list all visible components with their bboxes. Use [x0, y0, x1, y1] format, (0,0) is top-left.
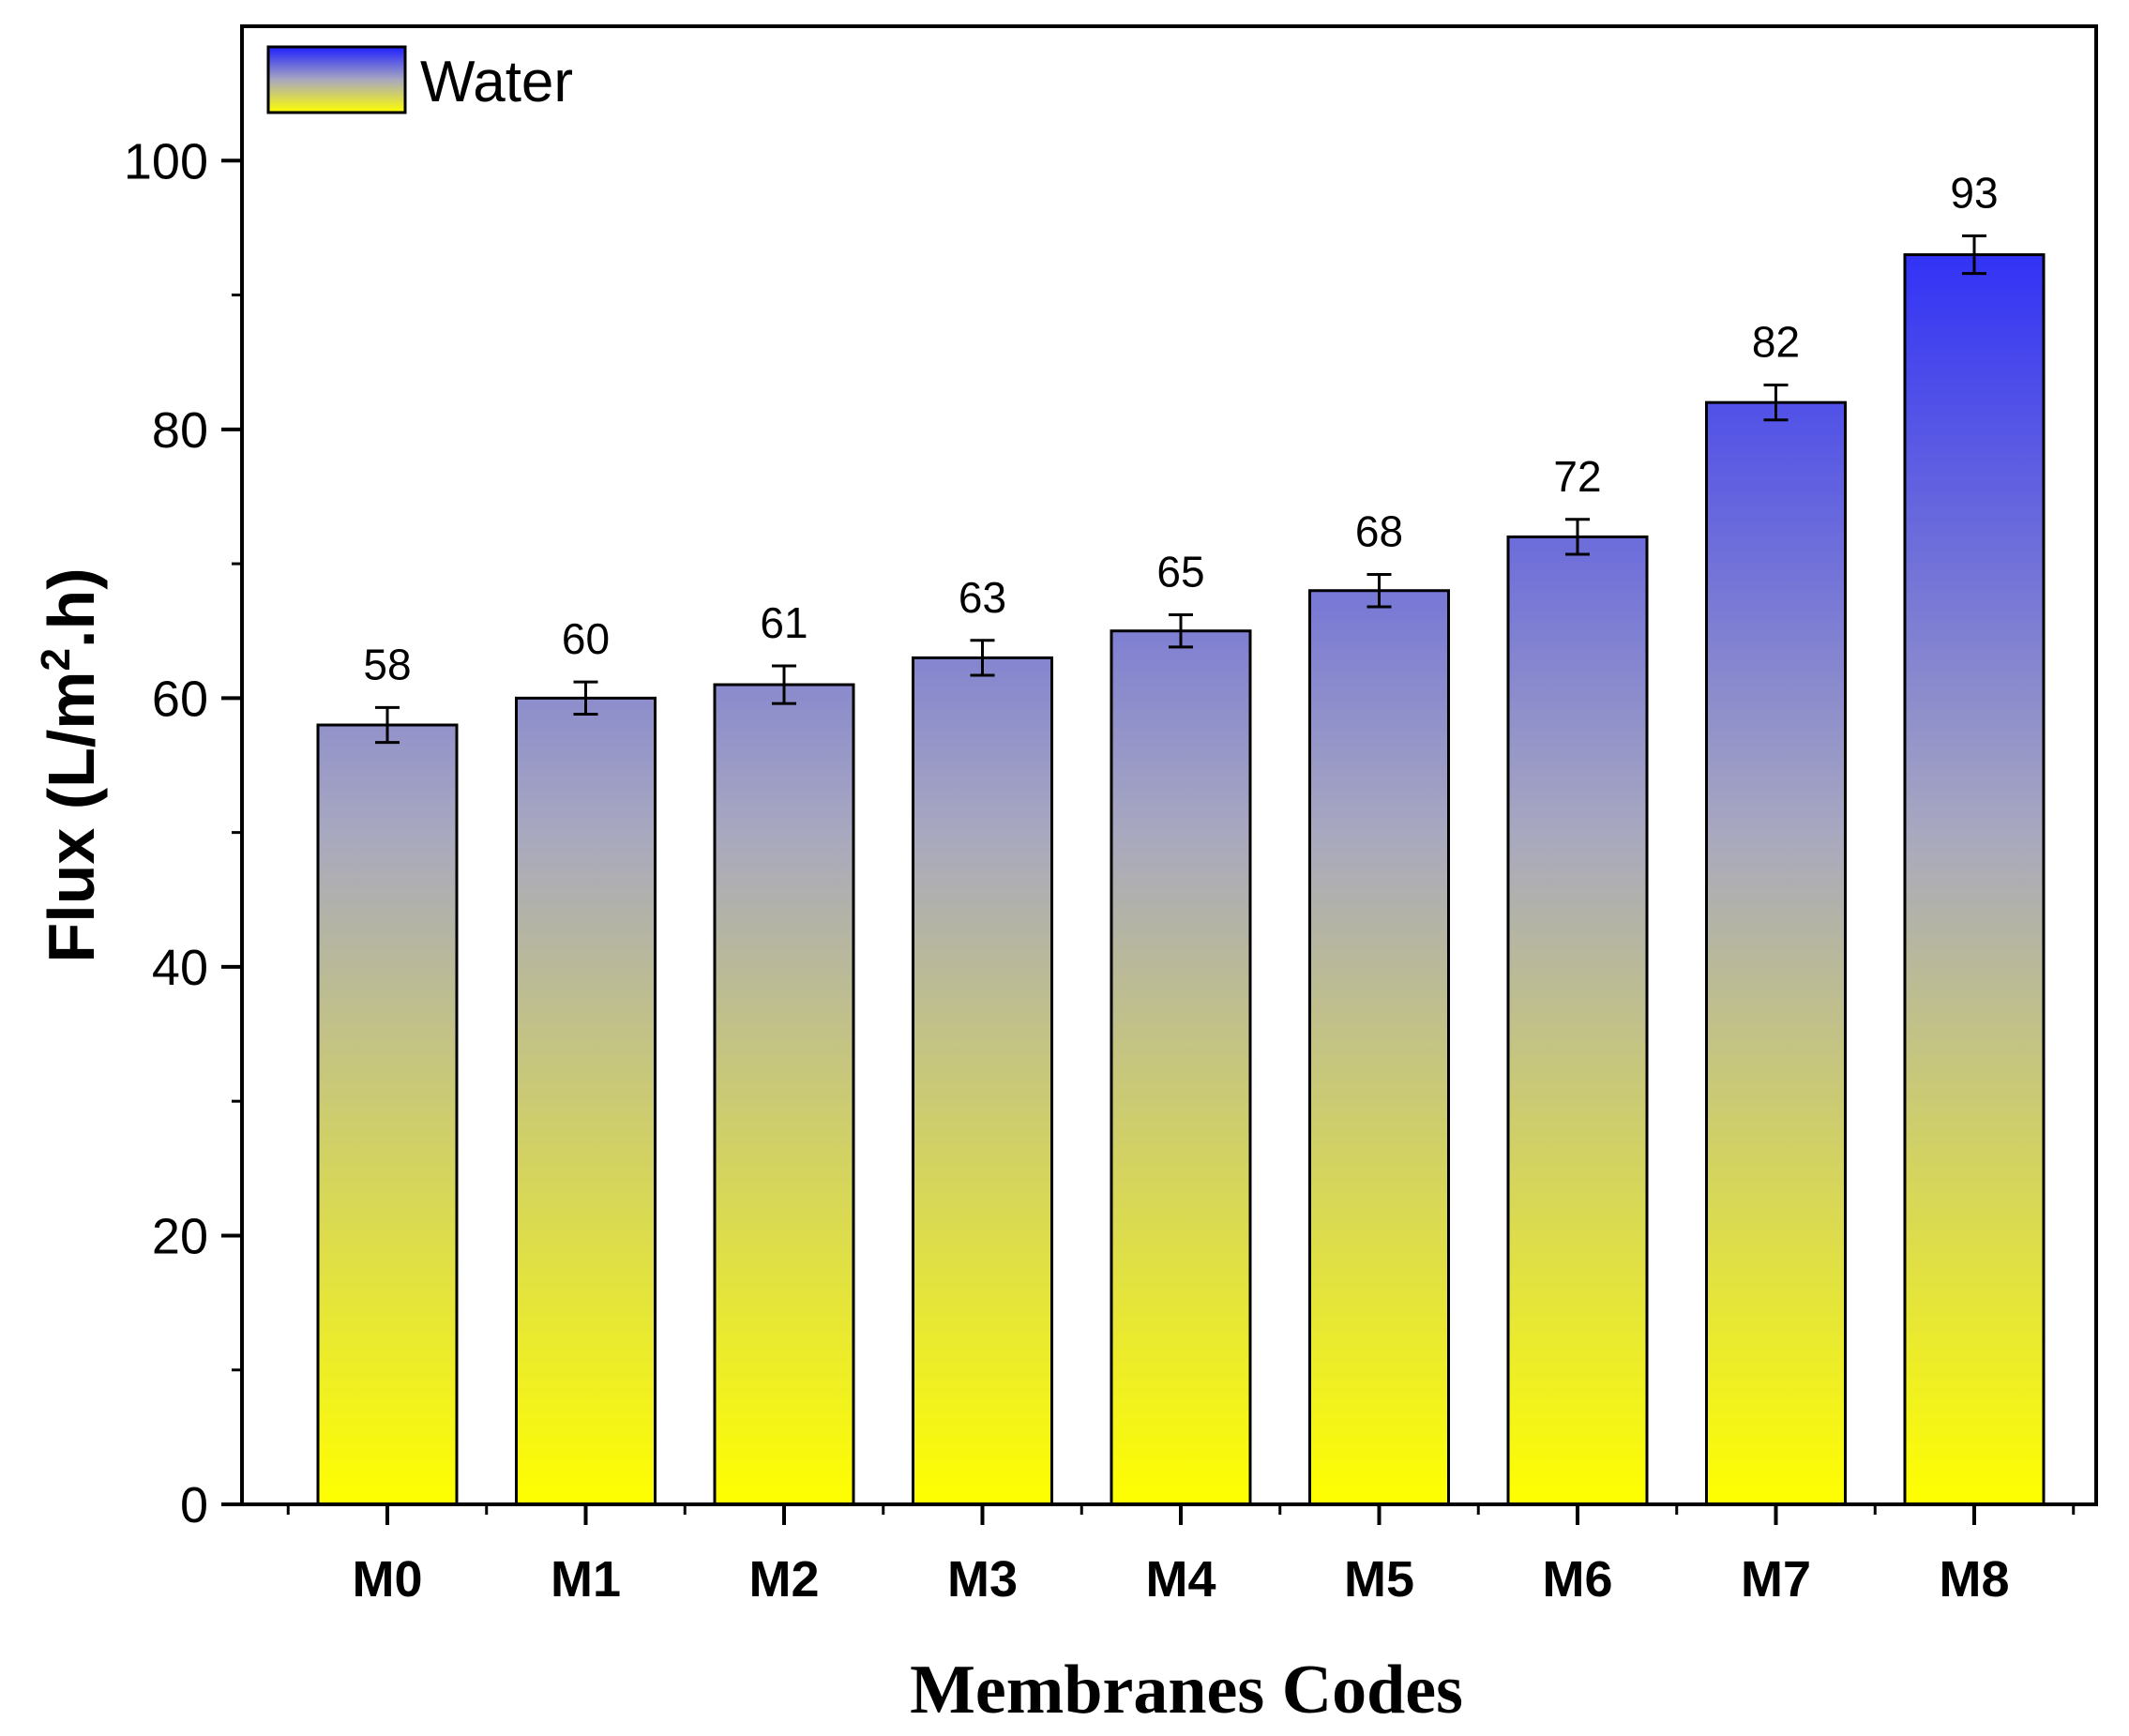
legend-label-water: Water: [420, 50, 573, 114]
y-tick-label-20: 20: [152, 1208, 208, 1264]
y-tick-label-60: 60: [152, 671, 208, 727]
x-tick-label-m0: M0: [352, 1551, 422, 1608]
bar-m7: [1705, 400, 1847, 1506]
data-label-m6: 72: [1553, 452, 1601, 501]
bar-m3: [912, 656, 1053, 1506]
y-axis: 0 20 40 60 80 100: [124, 133, 242, 1533]
data-label-m4: 65: [1156, 548, 1204, 596]
x-tick-label-m3: M3: [947, 1551, 1018, 1608]
legend-swatch: [266, 45, 407, 114]
bar-m8: [1903, 253, 2046, 1506]
bar-m0: [316, 723, 459, 1506]
plot-frame: [240, 24, 2098, 1506]
bar-m4: [1110, 629, 1252, 1506]
data-label-m5: 68: [1355, 507, 1403, 556]
x-tick-label-m2: M2: [748, 1551, 819, 1608]
error-bar-m2: [772, 664, 796, 705]
y-axis-title-prefix: Flux (L/m: [35, 671, 108, 962]
x-tick-label-m1: M1: [551, 1551, 621, 1608]
x-tick-label-m4: M4: [1145, 1551, 1215, 1608]
bar-m6: [1506, 535, 1649, 1506]
bars: [316, 253, 2046, 1506]
data-labels: 58 60 61 63 65 68 72 82 93: [363, 169, 1998, 689]
y-tick-label-100: 100: [124, 133, 208, 189]
error-bars: [375, 234, 1986, 745]
data-label-m3: 63: [959, 573, 1006, 622]
x-tick-label-m8: M8: [1939, 1551, 2009, 1608]
x-axis: M0 M1 M2 M3 M4 M5 M6 M7 M8: [286, 1504, 2076, 1608]
y-tick-label-0: 0: [180, 1477, 208, 1533]
data-label-m2: 61: [760, 598, 808, 647]
x-tick-label-m7: M7: [1741, 1551, 1811, 1608]
error-bar-m0: [375, 705, 400, 745]
error-bar-m1: [573, 680, 598, 717]
error-bar-m3: [970, 639, 995, 677]
data-label-m7: 82: [1752, 318, 1800, 367]
x-axis-title: Membranes Codes: [910, 1652, 1463, 1728]
y-axis-title-superscript: 2: [33, 648, 79, 671]
y-axis-title-suffix: .h): [35, 567, 108, 648]
x-tick-label-m5: M5: [1344, 1551, 1414, 1608]
bar-m1: [515, 696, 657, 1506]
error-bar-m6: [1565, 518, 1590, 556]
error-bar-m5: [1366, 573, 1392, 609]
data-label-m8: 93: [1950, 169, 1998, 218]
legend: Water: [266, 45, 573, 114]
y-tick-label-80: 80: [152, 402, 208, 459]
bar-m5: [1308, 589, 1450, 1506]
y-axis-title: Flux (L/m2.h): [33, 567, 108, 962]
data-label-m0: 58: [363, 640, 411, 688]
error-bar-m7: [1763, 384, 1789, 422]
y-tick-label-40: 40: [152, 940, 208, 996]
x-tick-label-m6: M6: [1542, 1551, 1612, 1608]
error-bar-m4: [1169, 613, 1193, 649]
data-label-m1: 60: [562, 614, 610, 663]
error-bar-m8: [1962, 234, 1986, 276]
bar-m2: [713, 683, 855, 1506]
